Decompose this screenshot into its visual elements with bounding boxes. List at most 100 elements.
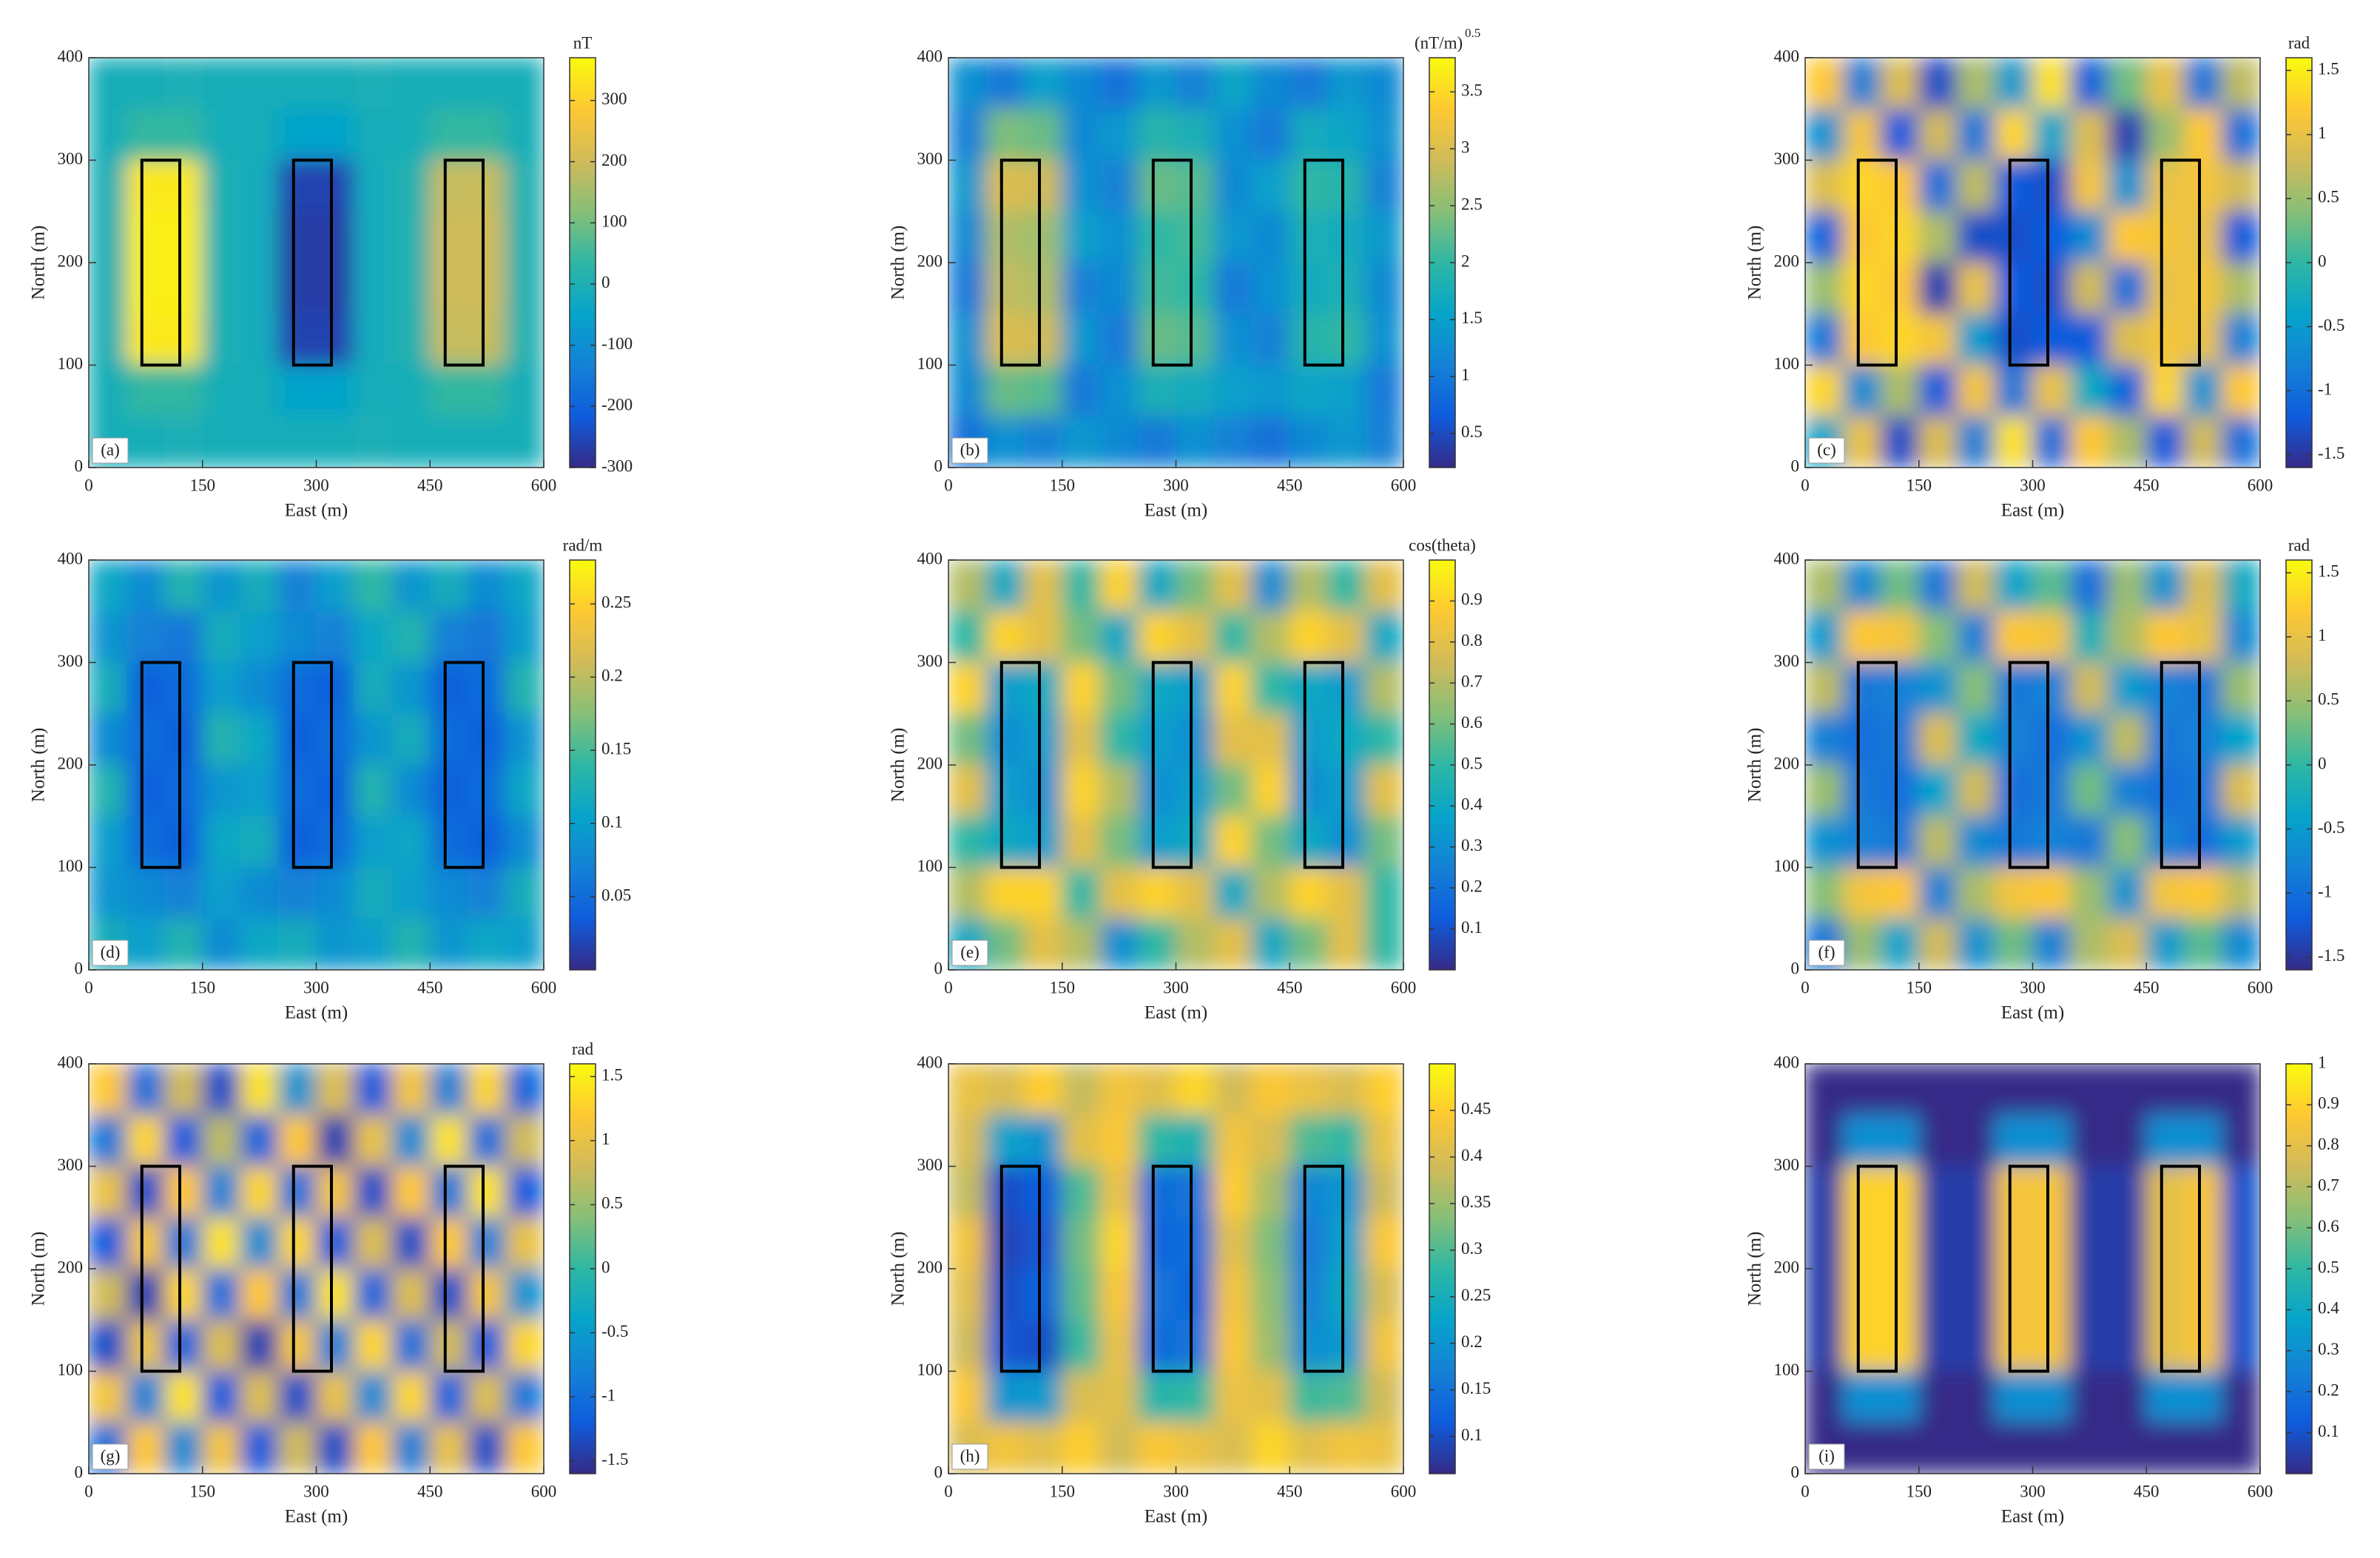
y-tick-label: 400 <box>1774 47 1800 65</box>
heatmap-cell <box>2070 416 2109 468</box>
heatmap-cell <box>1918 365 1958 417</box>
heatmap-cell <box>1137 1371 1176 1423</box>
x-tick-label: 450 <box>1277 476 1303 494</box>
colorbar-tick-label: 100 <box>601 212 627 231</box>
heatmap-cell <box>2145 1114 2185 1167</box>
heatmap-cell <box>1251 1064 1290 1116</box>
heatmap-cell <box>985 365 1025 417</box>
heatmap-cell <box>354 313 393 365</box>
heatmap-cell <box>1805 1319 1844 1372</box>
heatmap-cell <box>2222 160 2260 212</box>
body-outline <box>1303 1164 1344 1373</box>
heatmap-cell <box>468 1217 507 1269</box>
colorbar-tick-label: 3 <box>1461 138 1470 156</box>
heatmap-cell <box>2145 416 2185 468</box>
heatmap-cell <box>1176 815 1215 868</box>
heatmap-cell <box>89 1166 127 1218</box>
heatmap-cell <box>2032 1268 2071 1321</box>
heatmap-cell <box>1327 1217 1366 1269</box>
heatmap-cell <box>1289 1064 1328 1116</box>
heatmap-cell <box>126 58 165 109</box>
panel-label: (h) <box>960 1446 980 1465</box>
heatmap-cell <box>429 58 468 109</box>
heatmap-cell <box>1213 108 1253 161</box>
heatmap-cell <box>2145 610 2185 663</box>
heatmap-cell <box>985 1166 1025 1218</box>
heatmap-cell <box>89 211 127 263</box>
x-tick-label: 150 <box>1050 476 1076 494</box>
heatmap-cell <box>277 108 317 161</box>
heatmap-cell <box>2108 918 2147 970</box>
colorbar-tick-label: -100 <box>601 334 633 353</box>
heatmap-cell <box>202 211 241 263</box>
colorbar-tick-label: 200 <box>601 151 627 169</box>
heatmap-cell <box>1918 918 1958 970</box>
heatmap-cell <box>2108 815 2147 868</box>
heatmap-cell <box>2145 662 2185 715</box>
heatmap-cell <box>89 313 127 365</box>
heatmap-cell <box>1881 867 1920 920</box>
colorbar-label: (nT/m) <box>1415 33 1463 52</box>
panel: 0 150 300 450 600 0 100 200 300 400 East (m) North … <box>1745 536 2345 1022</box>
heatmap-cell <box>1251 764 1290 817</box>
body-outline <box>443 158 485 367</box>
heatmap-cell <box>1024 416 1063 468</box>
heatmap-cell <box>505 713 544 766</box>
heatmap-cell <box>1881 1064 1920 1116</box>
x-tick-label: 300 <box>1163 978 1189 996</box>
heatmap-cell <box>1176 160 1215 212</box>
heatmap-cell <box>89 713 127 766</box>
heatmap-cell <box>1137 1422 1176 1474</box>
heatmap-cell <box>1062 918 1101 970</box>
colorbar-tick-label: 0.15 <box>601 739 631 758</box>
x-tick-label: 0 <box>84 978 93 996</box>
heatmap-cell <box>1805 764 1844 817</box>
heatmap-cell <box>1994 713 2033 766</box>
heatmap-cell <box>1251 108 1290 161</box>
heatmap-cell <box>948 560 987 612</box>
heatmap-cell <box>468 1319 507 1372</box>
heatmap-cell <box>202 713 241 766</box>
heatmap-cell <box>202 1166 241 1218</box>
x-tick-label: 300 <box>303 1482 329 1500</box>
heatmap-cell <box>1881 815 1920 868</box>
heatmap-cell <box>429 262 468 314</box>
heatmap-cell <box>2184 1114 2223 1167</box>
heatmap-cell <box>1251 1319 1290 1372</box>
panel-label: (c) <box>1817 440 1836 459</box>
heatmap-cell <box>1099 815 1139 868</box>
heatmap-cell <box>2070 1114 2109 1167</box>
heatmap-cell <box>1805 160 1844 212</box>
heatmap-cell <box>429 365 468 417</box>
heatmap-cell <box>2032 610 2071 663</box>
heatmap-cell <box>2222 313 2260 365</box>
colorbar <box>1429 1063 1456 1474</box>
heatmap-cell <box>505 918 544 970</box>
heatmap-cell <box>1062 1319 1101 1372</box>
colorbar-label: rad/m <box>563 536 603 554</box>
heatmap-cell <box>164 262 203 314</box>
heatmap-cell <box>316 1217 355 1269</box>
colorbar-tick-label: 2.5 <box>1461 195 1483 213</box>
heatmap-cell <box>126 365 165 417</box>
heatmap-cell <box>164 58 203 109</box>
heatmap-cell <box>1062 160 1101 212</box>
heatmap-cell <box>1365 211 1403 263</box>
heatmap-cell <box>2222 1166 2260 1218</box>
heatmap-cell <box>429 1166 468 1218</box>
heatmap-cell <box>1024 918 1063 970</box>
heatmap-cell <box>1881 1319 1920 1372</box>
colorbar-label: rad <box>2288 536 2310 554</box>
heatmap-cell <box>948 211 987 263</box>
heatmap-cell <box>2145 1064 2185 1116</box>
heatmap-cell <box>985 1422 1025 1474</box>
heatmap-cell <box>2032 313 2071 365</box>
heatmap-cell <box>1365 610 1403 663</box>
x-axis-label: East (m) <box>285 1507 348 1527</box>
y-tick-label: 300 <box>58 1156 84 1174</box>
heatmap-cell <box>164 610 203 663</box>
heatmap-cell <box>354 1217 393 1269</box>
heatmap-cell <box>948 58 987 109</box>
heatmap-cell <box>1994 610 2033 663</box>
heatmap-cell <box>2070 610 2109 663</box>
